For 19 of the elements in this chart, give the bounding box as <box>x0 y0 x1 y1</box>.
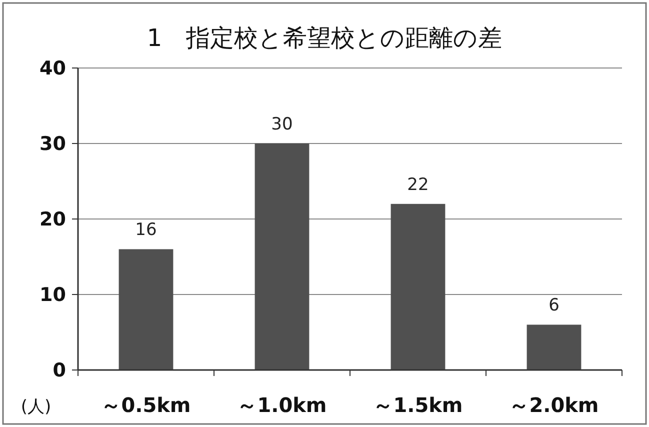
data-label: 16 <box>135 220 157 240</box>
data-label: 6 <box>548 296 560 316</box>
x-tick-label: ～2.0km <box>509 393 599 417</box>
y-tick-label: 10 <box>40 284 66 306</box>
y-tick-label: 20 <box>40 208 66 231</box>
bar <box>118 249 174 370</box>
y-axis-title: (人) <box>20 397 52 417</box>
y-tick-label: 40 <box>40 58 66 80</box>
x-tick-label: ～1.0km <box>237 393 327 417</box>
data-label: 22 <box>407 174 429 195</box>
chart-title: 1 指定校と希望校との距離の差 <box>146 24 502 52</box>
bar <box>526 324 582 370</box>
x-tick-label: ～0.5km <box>101 393 191 417</box>
y-tick-label: 0 <box>52 360 66 382</box>
y-tick-label: 30 <box>40 133 66 156</box>
bar <box>254 144 310 370</box>
x-tick-label: ～1.5km <box>373 393 463 417</box>
bar <box>390 204 446 370</box>
data-label: 30 <box>271 114 293 134</box>
